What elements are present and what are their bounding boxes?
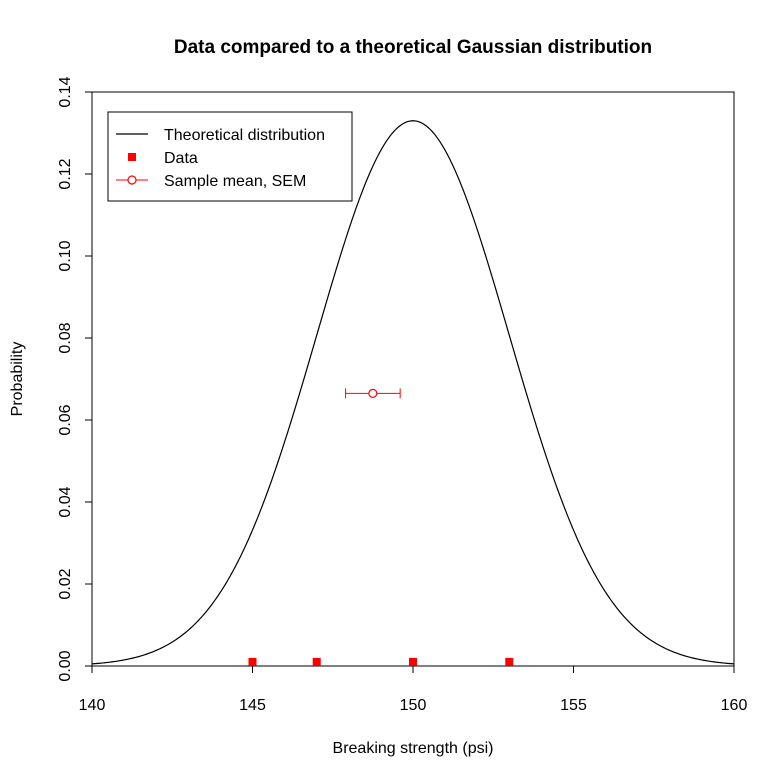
y-tick-label: 0.02 [57, 568, 74, 599]
legend-label: Sample mean, SEM [164, 173, 306, 190]
y-tick-label: 0.00 [57, 650, 74, 681]
x-tick-label: 150 [400, 697, 427, 714]
data-point [409, 657, 417, 666]
y-tick-label: 0.14 [57, 76, 74, 107]
x-tick-label: 155 [560, 697, 587, 714]
y-tick-label: 0.12 [57, 158, 74, 189]
chart-title: Data compared to a theoretical Gaussian … [174, 37, 652, 58]
sample-mean-point [368, 388, 378, 398]
plot-area [91, 120, 735, 667]
x-tick-label: 160 [721, 697, 748, 714]
y-tick-label: 0.08 [57, 322, 74, 353]
legend-label: Data [164, 150, 198, 167]
legend-square-symbol [128, 153, 136, 161]
legend: Theoretical distribution Data Sample mean,… [107, 111, 353, 202]
y-axis: 0.00 0.02 0.04 0.06 0.08 0.10 0.12 0.14 [57, 76, 92, 682]
y-tick-label: 0.06 [57, 404, 74, 435]
legend-circle-symbol [127, 175, 137, 185]
y-axis-label: Probability [9, 342, 26, 417]
legend-box [107, 111, 353, 202]
data-point [505, 657, 514, 666]
theoretical-curve [91, 120, 735, 665]
y-tick-label: 0.10 [57, 240, 74, 271]
data-point [312, 657, 321, 666]
x-tick-label: 145 [239, 697, 266, 714]
x-axis: 140 145 150 155 160 [79, 666, 748, 714]
x-tick-label: 140 [79, 697, 106, 714]
y-tick-label: 0.04 [57, 486, 74, 517]
legend-label: Theoretical distribution [164, 127, 325, 144]
x-axis-label: Breaking strength (psi) [333, 740, 494, 757]
data-point [248, 657, 257, 666]
